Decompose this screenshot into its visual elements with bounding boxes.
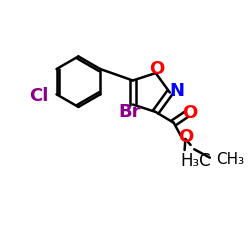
Text: N: N <box>169 82 184 100</box>
Text: Cl: Cl <box>29 86 48 104</box>
Text: H₃C: H₃C <box>180 152 211 170</box>
Text: Br: Br <box>118 103 141 121</box>
Text: O: O <box>149 60 164 78</box>
Text: O: O <box>182 104 198 122</box>
Text: O: O <box>178 128 193 146</box>
Text: CH₃: CH₃ <box>216 152 244 167</box>
